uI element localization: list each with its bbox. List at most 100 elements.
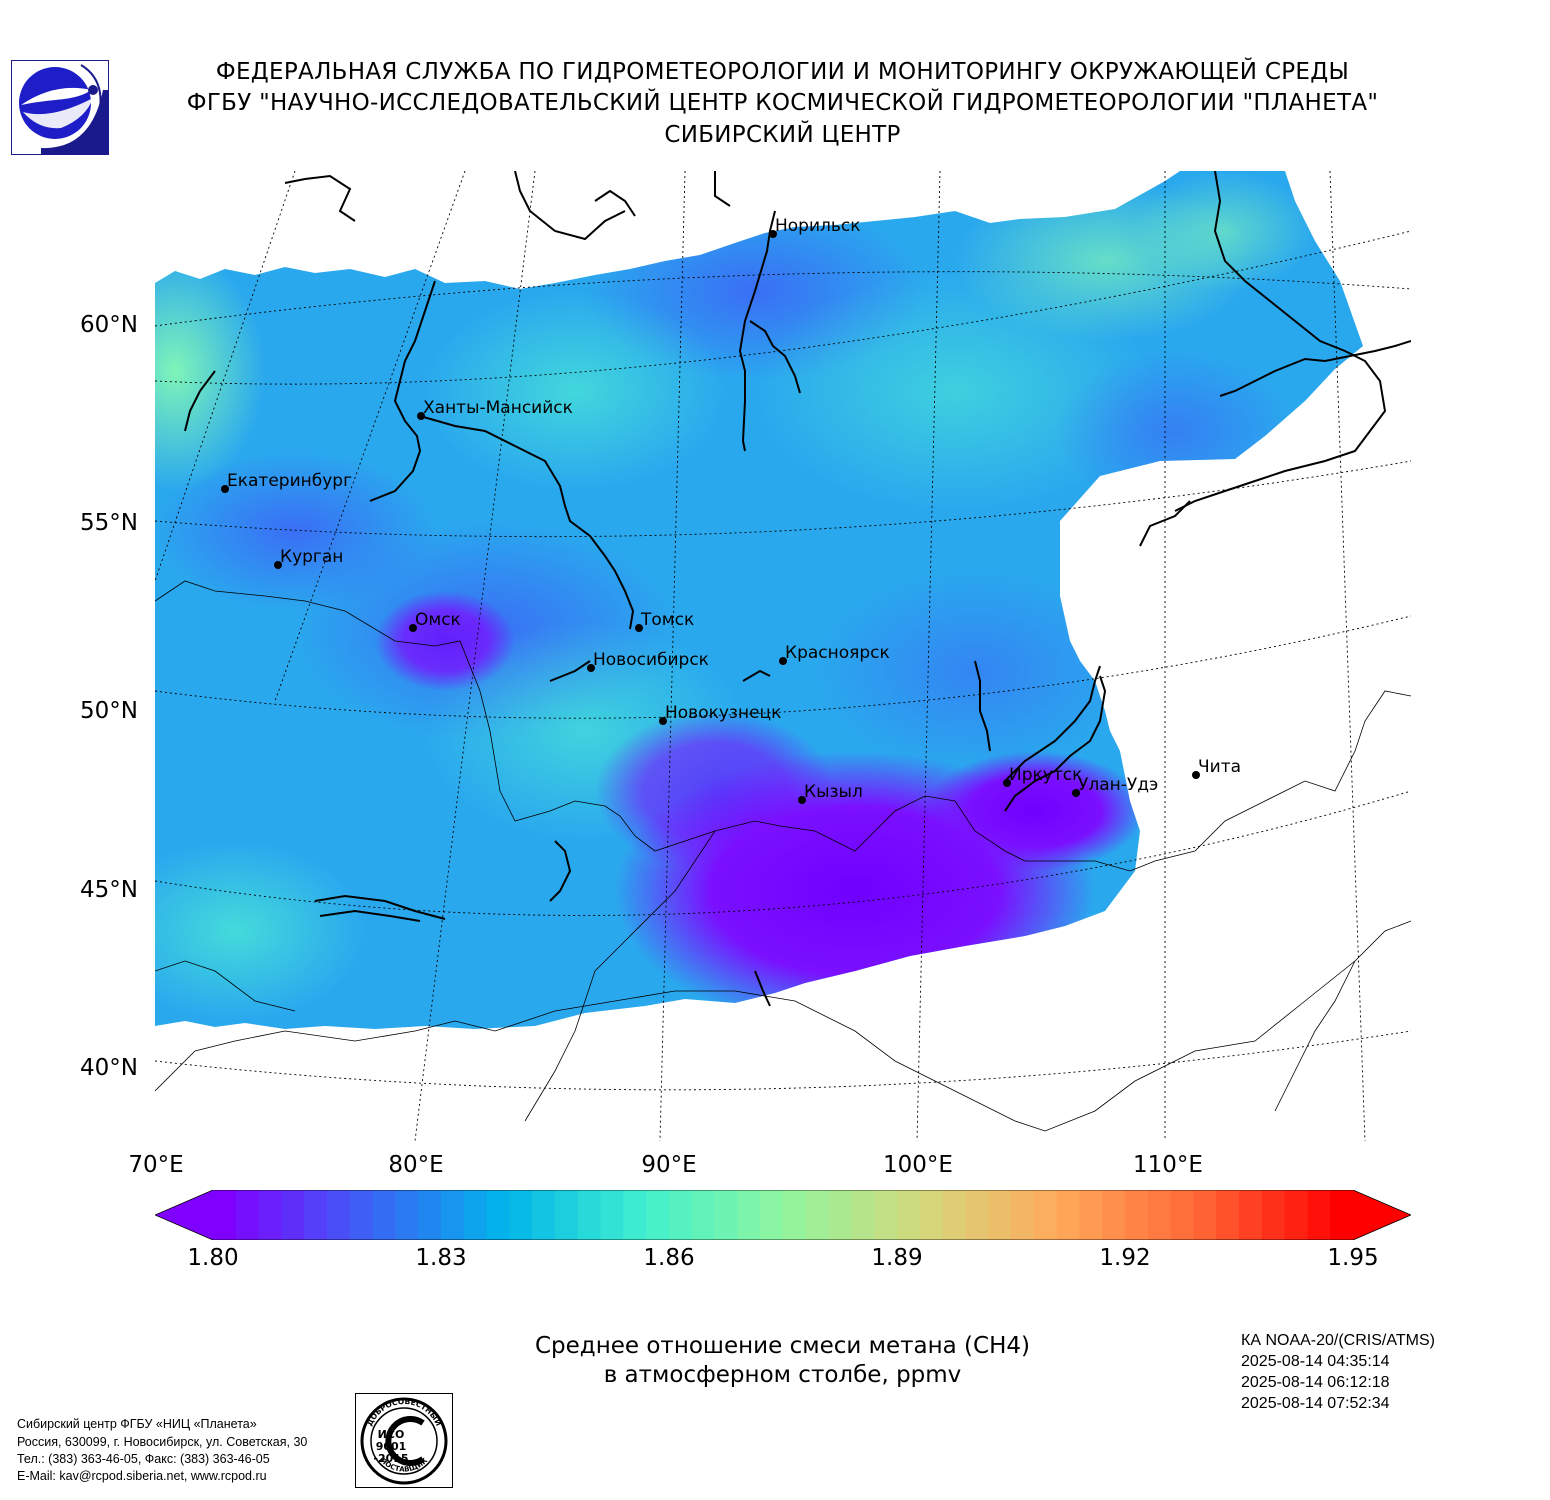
colorbar-tick-1: 1.80: [187, 1245, 239, 1271]
colorbar-step: [1170, 1190, 1194, 1240]
city-marker: [587, 664, 595, 672]
lon-label-70: 70°E: [128, 1152, 184, 1178]
contact-line-3: Тел.: (383) 363-46-05, Факс: (383) 363-4…: [17, 1452, 270, 1466]
city-label: Курган: [280, 547, 343, 567]
iso-badge: ДОБРОСОВЕСТНЫЙ ПОСТАВЩИК ИСО 9001 -2015: [355, 1393, 453, 1488]
satellite-time-3: 2025-08-14 07:52:34: [1241, 1395, 1390, 1412]
colorbar-step: [1261, 1190, 1286, 1240]
colorbar-step: [258, 1190, 282, 1240]
colorbar-step: [213, 1190, 237, 1240]
colorbar-step: [851, 1190, 875, 1240]
country-borders: [155, 580, 1411, 1132]
iso-line-2: 9001: [376, 1440, 407, 1453]
colorbar-step: [828, 1190, 852, 1240]
city-label: Ханты-Мансийск: [423, 398, 573, 418]
colorbar-tick-6: 1.95: [1327, 1245, 1379, 1271]
colorbar-step: [509, 1190, 533, 1240]
colorbar-step: [1125, 1190, 1149, 1240]
lon-label-110: 110°E: [1133, 1152, 1203, 1178]
colorbar-step: [1307, 1190, 1331, 1240]
colorbar-step: [441, 1190, 465, 1240]
colorbar-step: [623, 1190, 647, 1240]
city-label: Екатеринбург: [227, 471, 352, 491]
lon-label-100: 100°E: [883, 1152, 953, 1178]
city-marker: [659, 717, 667, 725]
city-label: Иркутск: [1009, 765, 1082, 785]
city-marker: [1192, 771, 1200, 779]
header-line-2: ФГБУ "НАУЧНО-ИССЛЕДОВАТЕЛЬСКИЙ ЦЕНТР КОС…: [186, 90, 1379, 116]
colorbar-step: [304, 1190, 328, 1240]
graticule: [155, 171, 1411, 1141]
lat-label-45: 45°N: [80, 877, 138, 903]
colorbar-step: [942, 1190, 966, 1240]
lon-label-90: 90°E: [641, 1152, 697, 1178]
colorbar-extend-max: [1353, 1190, 1411, 1240]
colorbar-step: [691, 1190, 716, 1240]
city-label: Красноярск: [785, 643, 890, 663]
colorbar-step: [1193, 1190, 1217, 1240]
colorbar-step: [737, 1190, 761, 1240]
iso-line-1: ИСО: [378, 1428, 405, 1441]
city-marker: [1072, 789, 1080, 797]
colorbar-step: [1033, 1190, 1058, 1240]
colorbar: [155, 1190, 1411, 1240]
colorbar-step: [714, 1190, 738, 1240]
city-marker: [417, 412, 425, 420]
colorbar-step: [1330, 1190, 1354, 1240]
colorbar-step: [965, 1190, 989, 1240]
colorbar-step: [1216, 1190, 1240, 1240]
colorbar-step: [349, 1190, 374, 1240]
lat-label-40: 40°N: [80, 1055, 138, 1081]
colorbar-step: [577, 1190, 602, 1240]
caption-line-1: Среднее отношение смеси метана (CH4): [534, 1333, 1030, 1359]
caption-line-2: в атмосферном столбе, ppmv: [603, 1362, 962, 1388]
city-label: Улан-Удэ: [1078, 775, 1158, 795]
city-label: Норильск: [775, 216, 861, 236]
colorbar-step: [897, 1190, 921, 1240]
header-line-1: ФЕДЕРАЛЬНАЯ СЛУЖБА ПО ГИДРОМЕТЕОРОЛОГИИ …: [215, 59, 1350, 85]
colorbar-step: [555, 1190, 579, 1240]
map-panel: Норильск Ханты-Мансийск Екатеринбург Курган…: [155, 171, 1411, 1141]
city-label: Новокузнецк: [665, 703, 781, 723]
city-label: Омск: [415, 610, 461, 630]
colorbar-extend-min: [155, 1190, 213, 1240]
colorbar-step: [919, 1190, 944, 1240]
colorbar-tick-4: 1.89: [871, 1245, 923, 1271]
colorbar-step: [486, 1190, 510, 1240]
city-label: Кызыл: [804, 782, 863, 802]
contact-line-4: E-Mail: kav@rcpod.siberia.net, www.rcpod…: [17, 1469, 267, 1483]
colorbar-step: [1147, 1190, 1172, 1240]
colorbar-step: [418, 1190, 442, 1240]
colorbar-step: [1284, 1190, 1308, 1240]
city-marker: [221, 485, 229, 493]
lat-label-50: 50°N: [80, 698, 138, 724]
colorbar-tick-2: 1.83: [415, 1245, 467, 1271]
colorbar-step: [1239, 1190, 1263, 1240]
city-label: Томск: [640, 610, 694, 630]
colorbar-step: [281, 1190, 305, 1240]
city-label: Новосибирск: [593, 650, 709, 670]
colorbar-step: [1011, 1190, 1035, 1240]
contact-line-1: Сибирский центр ФГБУ «НИЦ «Планета»: [17, 1417, 257, 1431]
satellite-name: КА NOAA-20/(CRIS/ATMS): [1241, 1332, 1435, 1349]
lat-label-55: 55°N: [80, 510, 138, 536]
colorbar-tick-5: 1.92: [1099, 1245, 1151, 1271]
city-marker: [769, 230, 777, 238]
lat-label-60: 60°N: [80, 312, 138, 338]
city-label: Чита: [1198, 757, 1241, 777]
colorbar-step: [783, 1190, 807, 1240]
planeta-logo: [11, 60, 109, 155]
colorbar-step: [235, 1190, 260, 1240]
city-marker: [635, 624, 643, 632]
colorbar-tick-3: 1.86: [643, 1245, 695, 1271]
colorbar-step: [874, 1190, 898, 1240]
city-marker: [1003, 779, 1011, 787]
lon-label-80: 80°E: [388, 1152, 444, 1178]
header-line-3: СИБИРСКИЙ ЦЕНТР: [664, 122, 901, 148]
city-marker: [274, 561, 282, 569]
colorbar-step: [395, 1190, 419, 1240]
colorbar-step: [600, 1190, 624, 1240]
iso-line-3: -2015: [373, 1452, 408, 1465]
contact-line-2: Россия, 630099, г. Новосибирск, ул. Сове…: [17, 1435, 308, 1449]
colorbar-step: [532, 1190, 556, 1240]
